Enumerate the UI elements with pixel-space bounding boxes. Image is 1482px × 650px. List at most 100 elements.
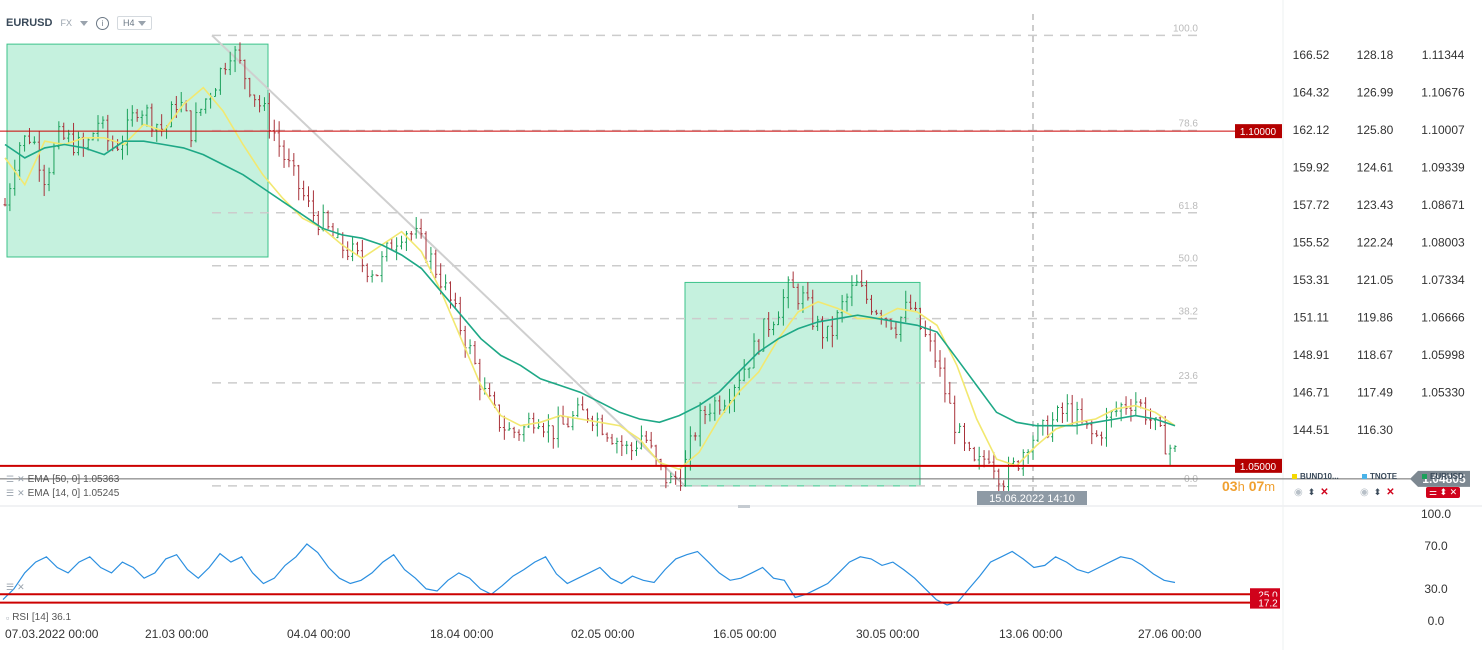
candle-countdown: 03h 07m (1222, 478, 1275, 494)
price-axis-label: 1.05330 (1421, 386, 1465, 400)
pane-resize-handle (738, 505, 750, 508)
secondary-axis-1-label: 117.49 (1357, 386, 1393, 400)
secondary-axis-2-label: 153.31 (1293, 273, 1330, 287)
price-level-label: 1.05000 (1240, 462, 1277, 473)
indicator-menu-icon[interactable]: ☰ (6, 582, 15, 592)
legend-swatch (1422, 474, 1427, 479)
secondary-axis-1-label: 122.24 (1357, 236, 1394, 250)
secondary-axis-2-label: 146.71 (1293, 386, 1330, 400)
timer-hours: 03 (1222, 478, 1238, 494)
x-axis-label: 27.06 00:00 (1138, 627, 1202, 641)
asset-class-label: FX (60, 18, 72, 28)
ema50-params: [50, 0] (52, 474, 81, 485)
x-axis-label: 02.05 00:00 (571, 627, 635, 641)
legend-name: TNOTE (1370, 472, 1398, 481)
indicator-menu-icon[interactable]: ☰ (6, 488, 15, 498)
rsi-indicator-icon: ▫ (6, 612, 10, 623)
shaded-zone (684, 281, 921, 487)
rsi-value: 36.1 (51, 612, 72, 623)
info-icon[interactable]: i (95, 16, 109, 30)
fib-level-label: 78.6 (1179, 118, 1199, 129)
secondary-axis-2-label: 164.32 (1293, 86, 1330, 100)
secondary-axis-2-label: 157.72 (1293, 198, 1330, 212)
fib-level-label: 50.0 (1179, 254, 1199, 265)
eye-icon[interactable]: ◉ (1294, 487, 1303, 498)
legend-name: BUND10... (1300, 472, 1339, 481)
rsi-level-label: 25.0 (1258, 590, 1278, 601)
price-axis-label: 1.05998 (1421, 348, 1465, 362)
legend-eurusd[interactable]: EURUSD (1422, 472, 1464, 481)
legend-tnote[interactable]: TNOTE (1362, 472, 1397, 481)
legend-name: EURUSD (1430, 472, 1464, 481)
rsi-axis-label: 100.0 (1421, 507, 1451, 521)
shaded-zone (6, 43, 269, 258)
symbol-dropdown-icon[interactable] (79, 20, 88, 26)
secondary-axis-1-label: 121.05 (1357, 273, 1394, 287)
close-icon[interactable]: ✕ (1386, 487, 1395, 498)
indicator-close-icon[interactable]: ✕ (17, 488, 25, 498)
fib-trend-line (211, 34, 686, 487)
fib-level-label: 38.2 (1179, 307, 1199, 318)
symbol-label[interactable]: EURUSD (6, 17, 53, 29)
bund10-controls: ◉ ⬍ ✕ (1294, 487, 1329, 498)
legend-swatch (1362, 474, 1367, 479)
rsi-legend: ▫ RSI [14] 36.1 (6, 612, 71, 623)
legend-swatch (1292, 474, 1297, 479)
ema50-line (4, 140, 1176, 427)
rsi-label: RSI (12, 612, 29, 623)
price-level-tag (1235, 124, 1282, 139)
rsi-legend-controls[interactable]: ☰ ✕ (6, 582, 25, 593)
x-axis-label: 21.03 00:00 (145, 627, 209, 641)
price-axis-label: 1.10007 (1421, 123, 1465, 137)
price-axis-label: 1.08671 (1421, 198, 1465, 212)
indicator-menu-icon[interactable]: ☰ (6, 474, 15, 484)
legend-bund10[interactable]: BUND10... (1292, 472, 1339, 481)
rsi-line (2, 543, 1176, 606)
eurusd-controls: ⚌ ⬍ ✕ (1426, 487, 1461, 498)
fib-level-label: 100.0 (1173, 23, 1198, 34)
tnote-controls: ◉ ⬍ ✕ (1360, 487, 1395, 498)
secondary-axis-1-label: 118.67 (1357, 348, 1393, 362)
reorder-icon[interactable]: ⬍ (1307, 487, 1316, 497)
close-icon[interactable]: ✕ (1320, 487, 1329, 498)
timer-minutes-unit: m (1264, 479, 1276, 494)
secondary-axis-1-label: 124.61 (1357, 161, 1394, 175)
crosshair-date-label: 15.06.2022 14:10 (989, 493, 1075, 505)
ema50-legend[interactable]: ☰ ✕ EMA [50, 0] 1.05363 (6, 474, 119, 485)
eye-icon[interactable]: ◉ (1360, 487, 1369, 498)
x-axis-label: 30.05 00:00 (856, 627, 920, 641)
price-axis-label: 1.11344 (1422, 48, 1465, 62)
x-axis-label: 07.03.2022 00:00 (5, 627, 99, 641)
secondary-axis-2-label: 151.11 (1293, 311, 1329, 325)
price-axis-label: 1.06666 (1421, 311, 1465, 325)
x-axis-label: 13.06 00:00 (999, 627, 1063, 641)
candles-icon[interactable]: ⚌ ⬍ ✕ (1426, 487, 1461, 498)
rsi-axis-label: 70.0 (1424, 539, 1448, 553)
secondary-axis-1-label: 128.18 (1357, 48, 1394, 62)
indicator-close-icon[interactable]: ✕ (17, 582, 25, 592)
ema14-line (4, 86, 1176, 471)
indicator-close-icon[interactable]: ✕ (17, 474, 25, 484)
rsi-level-label: 17.2 (1258, 599, 1278, 610)
rsi-axis-label: 30.0 (1424, 582, 1448, 596)
price-axis-label: 1.07334 (1421, 273, 1465, 287)
timeframe-dropdown-icon (138, 20, 147, 26)
fib-level-label: 0.0 (1184, 474, 1198, 485)
secondary-axis-2-label: 144.51 (1293, 423, 1330, 437)
price-level-tag (1235, 458, 1282, 473)
secondary-axis-1-label: 125.80 (1357, 123, 1394, 137)
secondary-axis-2-label: 155.52 (1293, 236, 1330, 250)
chart-header: EURUSD FX i H4 (6, 14, 153, 32)
ema14-legend[interactable]: ☰ ✕ EMA [14, 0] 1.05245 (6, 488, 119, 499)
rsi-params: [14] (31, 612, 49, 623)
secondary-axis-2-label: 148.91 (1293, 348, 1330, 362)
x-axis-label: 16.05 00:00 (713, 627, 777, 641)
ema50-value: 1.05363 (83, 474, 120, 485)
secondary-axis-2-label: 162.12 (1293, 123, 1330, 137)
current-price-label: 1.04805 (1422, 472, 1466, 486)
price-axis-label: 1.08003 (1421, 236, 1465, 250)
crosshair-date-tag (977, 491, 1087, 505)
timeframe-selector[interactable]: H4 (116, 16, 153, 30)
reorder-icon[interactable]: ⬍ (1373, 487, 1382, 497)
